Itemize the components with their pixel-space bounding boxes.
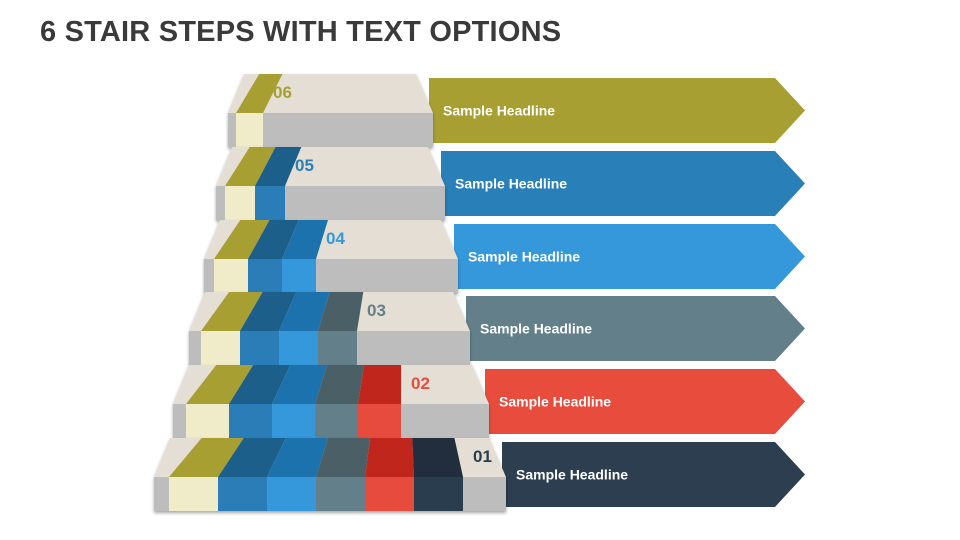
step-number-label: 06 (273, 83, 292, 102)
step-number-label: 04 (326, 229, 345, 248)
step-column-top (365, 438, 414, 477)
step-column-front (272, 404, 315, 438)
step-column-top (282, 220, 328, 259)
step-column-front (229, 404, 272, 438)
step-top-face (228, 74, 433, 113)
banner-headline-text: Sample Headline (516, 467, 628, 483)
headline-banner-06[interactable]: Sample Headline (429, 78, 805, 143)
step-column-top (169, 438, 244, 477)
step-column-top (225, 147, 276, 186)
step-number-label: 01 (473, 447, 492, 466)
step-column-front (169, 477, 218, 511)
step-column-front (316, 477, 365, 511)
step-column-top (267, 438, 328, 477)
banner-arrow-shape (429, 78, 805, 143)
headline-banner-02[interactable]: Sample Headline (485, 369, 805, 434)
step-column-front (248, 259, 282, 293)
banner-arrow-shape (502, 442, 805, 507)
step-number-label: 05 (295, 156, 314, 175)
banner-headline-text: Sample Headline (468, 249, 580, 265)
step-column-top (272, 365, 328, 404)
step-column-front (279, 331, 318, 365)
step-column-top (315, 365, 365, 404)
step-column-front (225, 186, 255, 220)
stair-step-02: 02 (173, 365, 489, 438)
slide-title: 6 STAIR STEPS WITH TEXT OPTIONS (40, 16, 562, 48)
headline-banner-04[interactable]: Sample Headline (454, 224, 805, 289)
step-column-front (318, 331, 357, 365)
step-column-top (279, 292, 330, 331)
step-column-top (236, 74, 283, 113)
stair-step-05: 05 (216, 147, 445, 220)
banner-headline-text: Sample Headline (455, 176, 567, 192)
step-column-front (358, 404, 401, 438)
step-column-top (214, 220, 270, 259)
banner-arrow-shape (485, 369, 805, 434)
step-column-front (414, 477, 463, 511)
step-column-top (186, 365, 254, 404)
stair-step-01: 01 (154, 438, 506, 511)
banner-arrow-shape (441, 151, 805, 216)
stair-step-03: 03 (189, 292, 470, 365)
step-column-top (240, 292, 297, 331)
headline-banner-03[interactable]: Sample Headline (466, 296, 805, 361)
banner-headline-text: Sample Headline (499, 394, 611, 410)
step-column-front (255, 186, 285, 220)
stair-step-06: 06 (228, 74, 433, 147)
step-column-front (186, 404, 229, 438)
headline-banner-01[interactable]: Sample Headline (502, 442, 805, 507)
step-column-top (255, 147, 302, 186)
banner-arrow-shape (454, 224, 805, 289)
step-column-front (201, 331, 240, 365)
step-column-top (316, 438, 371, 477)
step-column-front (267, 477, 316, 511)
headline-banner-05[interactable]: Sample Headline (441, 151, 805, 216)
stair-step-04: 04 (204, 220, 458, 293)
step-column-top (412, 438, 463, 477)
banner-headline-text: Sample Headline (480, 321, 592, 337)
step-column-front (240, 331, 279, 365)
step-column-front (218, 477, 267, 511)
step-number-label: 02 (411, 374, 430, 393)
step-column-top (229, 365, 291, 404)
step-number-label: 03 (367, 301, 386, 320)
step-column-top (201, 292, 263, 331)
banner-arrow-shape (466, 296, 805, 361)
banner-headline-text: Sample Headline (443, 103, 555, 119)
step-column-top (318, 292, 364, 331)
step-column-front (236, 113, 263, 147)
step-column-top (358, 365, 402, 404)
step-column-top (218, 438, 286, 477)
step-column-front (214, 259, 248, 293)
step-column-front (365, 477, 414, 511)
step-column-front (315, 404, 358, 438)
step-column-front (282, 259, 316, 293)
step-column-top (248, 220, 299, 259)
